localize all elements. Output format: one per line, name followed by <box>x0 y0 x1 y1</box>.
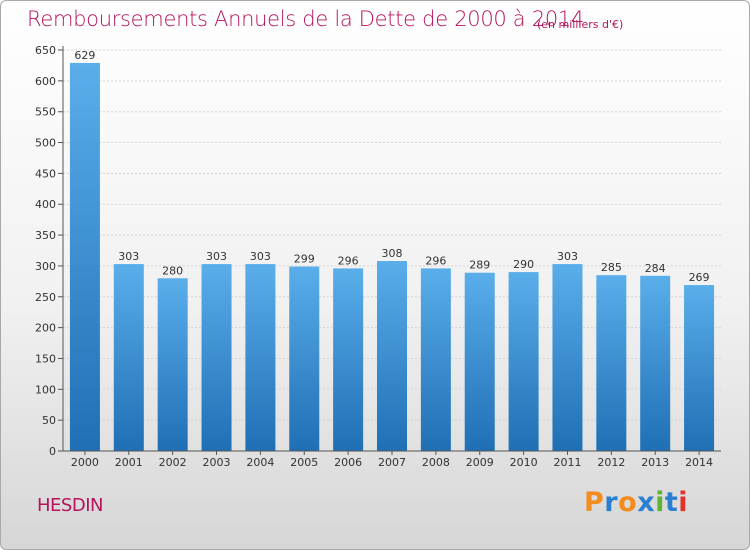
y-tick-label: 550 <box>35 106 56 119</box>
x-tick-label: 2012 <box>597 456 625 469</box>
logo-letter: r <box>604 487 619 518</box>
labels: 0 50 100 150 200 250 300 350 400 450 500 550 600 650 6… <box>35 44 713 469</box>
y-tick-label: 100 <box>35 383 56 396</box>
bar <box>684 285 715 451</box>
bar-value-label: 296 <box>425 254 446 267</box>
bar-value-label: 299 <box>294 253 315 266</box>
x-tick-label: 2008 <box>422 456 450 469</box>
bar-value-label: 303 <box>118 250 139 263</box>
bar <box>333 268 364 451</box>
x-tick-label: 2005 <box>290 456 318 469</box>
bar-value-label: 285 <box>601 261 622 274</box>
proxiti-logo: Proxiti <box>584 487 688 518</box>
x-tick-label: 2000 <box>71 456 99 469</box>
y-tick-label: 450 <box>35 167 56 180</box>
logo-letter: x <box>637 487 656 518</box>
x-tick-label: 2006 <box>334 456 362 469</box>
axes <box>58 46 721 455</box>
bar <box>508 272 539 451</box>
y-tick-label: 350 <box>35 229 56 242</box>
bar <box>201 264 232 451</box>
bar-value-label: 303 <box>250 250 271 263</box>
y-tick-label: 0 <box>49 445 56 458</box>
x-tick-label: 2010 <box>510 456 538 469</box>
city-name: HESDIN <box>37 495 103 516</box>
logo-letter: i <box>678 487 689 518</box>
bar-value-label: 303 <box>206 250 227 263</box>
logo-letter: i <box>655 487 665 518</box>
x-tick-label: 2002 <box>159 456 187 469</box>
bar-value-label: 269 <box>689 271 710 284</box>
bar-value-label: 280 <box>162 264 183 277</box>
chart-unit-label: (en milliers d'€) <box>537 18 624 31</box>
bar <box>596 275 627 451</box>
logo-letter: P <box>584 487 605 518</box>
bar <box>245 264 276 451</box>
y-tick-label: 250 <box>35 291 56 304</box>
y-tick-label: 300 <box>35 260 56 273</box>
x-tick-label: 2001 <box>115 456 143 469</box>
bar <box>289 266 320 451</box>
bar-value-label: 296 <box>338 254 359 267</box>
x-tick-label: 2003 <box>203 456 231 469</box>
bar <box>377 260 407 451</box>
y-tick-label: 400 <box>35 198 56 211</box>
bar <box>420 268 451 451</box>
bar-value-label: 284 <box>645 262 666 275</box>
bar <box>464 272 495 451</box>
logo-letter: t <box>664 487 679 518</box>
y-tick-label: 500 <box>35 137 56 150</box>
bar <box>69 62 100 451</box>
logo-letter: o <box>618 487 638 518</box>
x-tick-label: 2009 <box>466 456 494 469</box>
y-tick-label: 600 <box>35 75 56 88</box>
y-tick-label: 650 <box>35 44 56 57</box>
y-tick-label: 200 <box>35 322 56 335</box>
x-tick-label: 2013 <box>641 456 669 469</box>
bar-value-label: 290 <box>513 258 534 271</box>
bar-value-label: 629 <box>74 49 95 62</box>
bar <box>113 264 144 451</box>
bar <box>640 275 671 451</box>
bars <box>69 62 715 451</box>
bar-value-label: 303 <box>557 250 578 263</box>
bar <box>552 264 583 451</box>
x-tick-label: 2007 <box>378 456 406 469</box>
x-tick-label: 2011 <box>553 456 581 469</box>
x-tick-label: 2004 <box>246 456 274 469</box>
bar-value-label: 289 <box>469 259 490 272</box>
y-tick-label: 150 <box>35 352 56 365</box>
bar-value-label: 308 <box>382 247 403 260</box>
y-tick-label: 50 <box>42 414 56 427</box>
bar <box>157 278 188 451</box>
chart-title: Remboursements Annuels de la Dette de 20… <box>27 7 584 31</box>
x-tick-label: 2014 <box>685 456 713 469</box>
